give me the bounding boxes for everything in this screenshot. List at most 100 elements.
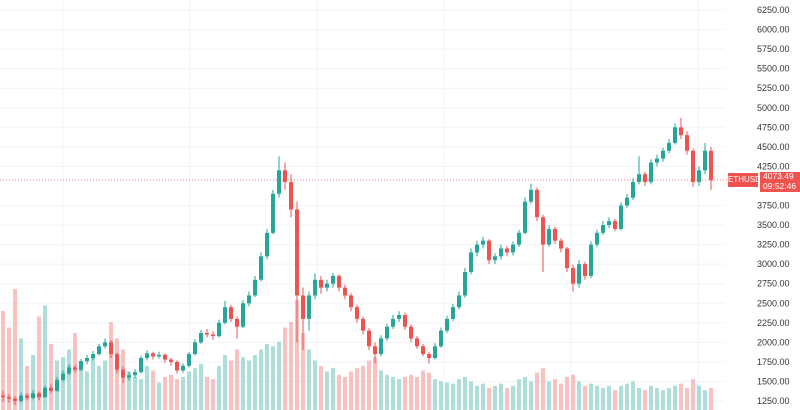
volume-bar: [331, 368, 335, 410]
volume-bar: [679, 383, 683, 410]
candle: [361, 316, 365, 335]
candle-body: [559, 240, 563, 249]
candle: [403, 312, 407, 330]
volume-bar: [253, 355, 257, 410]
candle: [607, 217, 611, 229]
volume-bar: [295, 300, 299, 410]
volume-bar: [319, 366, 323, 410]
candle-body: [565, 248, 569, 269]
candle-body: [433, 346, 437, 358]
candle: [277, 156, 281, 198]
candle-body: [619, 205, 623, 229]
candle-body: [529, 189, 533, 202]
candle: [31, 390, 35, 400]
candle-body: [427, 354, 431, 358]
candle-body: [517, 232, 521, 245]
candle-body: [265, 232, 269, 257]
volume-bar: [673, 385, 677, 410]
candle: [445, 315, 449, 333]
candle-body: [667, 142, 671, 151]
candle: [37, 391, 41, 401]
candle-body: [613, 221, 617, 229]
volume-bar: [583, 385, 587, 410]
price-axis[interactable]: 6250.00 6000.00 5750.00 5500.00 5250.00 5000.…: [757, 5, 790, 406]
candles: [1, 117, 713, 405]
candle-body: [457, 295, 461, 308]
candle-body: [181, 365, 185, 371]
candle: [511, 241, 515, 256]
candle-body: [547, 228, 551, 245]
candle-body: [415, 338, 419, 347]
volume-bar: [205, 377, 209, 410]
candle-body: [283, 170, 287, 183]
candle-body: [187, 354, 191, 366]
volume-bar: [703, 390, 707, 410]
y-tick-label: 6250.00: [757, 5, 790, 15]
candle: [421, 343, 425, 357]
candle-body: [19, 395, 23, 401]
volume-bar: [463, 377, 467, 410]
candle-body: [409, 326, 413, 339]
candle-body: [253, 279, 257, 296]
y-tick-label: 5500.00: [757, 64, 790, 74]
candle-body: [271, 193, 275, 233]
volume-bar: [283, 327, 287, 410]
candle: [697, 166, 701, 186]
candle: [103, 338, 107, 349]
candle-body: [439, 330, 443, 347]
candle: [391, 314, 395, 330]
candle-body: [67, 367, 71, 374]
volume-bar: [601, 388, 605, 410]
volume-bar: [709, 388, 713, 410]
candle: [649, 159, 653, 185]
volume-bar: [151, 370, 155, 410]
candle: [175, 360, 179, 374]
candle: [85, 354, 89, 365]
volume-bar: [535, 372, 539, 410]
candle: [547, 225, 551, 247]
candle-body: [139, 357, 143, 373]
volume-bar: [61, 357, 65, 410]
candle: [415, 336, 419, 349]
volume-bar: [559, 383, 563, 410]
volume-bar: [181, 377, 185, 410]
volume-bar: [373, 357, 377, 410]
candle: [523, 197, 527, 235]
volume-bar: [427, 372, 431, 410]
candle: [253, 275, 257, 297]
candle-body: [313, 279, 317, 296]
volume-bar: [547, 381, 551, 410]
volume-bar: [79, 363, 83, 410]
volume-bar: [247, 360, 251, 410]
volume-bar: [229, 360, 233, 410]
candle: [703, 142, 707, 175]
volume-bar: [103, 360, 107, 410]
candle: [271, 189, 275, 235]
candle: [67, 364, 71, 376]
candle-body: [499, 248, 503, 257]
candle-body: [679, 127, 683, 136]
candle: [331, 272, 335, 288]
candle-body: [211, 334, 215, 337]
candle: [451, 304, 455, 322]
candle-body: [337, 275, 341, 288]
volume-bar: [529, 381, 533, 410]
candle: [505, 246, 509, 257]
volume-bar: [169, 374, 173, 410]
volume-bar: [505, 388, 509, 410]
y-tick-label: 3250.00: [757, 240, 790, 250]
symbol-label: ETHUSD: [728, 173, 761, 187]
candle-body: [49, 387, 53, 391]
candle: [307, 291, 311, 331]
candle-body: [493, 256, 497, 261]
volume-bar: [361, 366, 365, 410]
candle: [97, 343, 101, 356]
candle: [325, 279, 329, 292]
candle-body: [331, 275, 335, 284]
candle-body: [133, 372, 137, 376]
candle-body: [391, 318, 395, 327]
candle-body: [343, 287, 347, 296]
volume-bar: [289, 322, 293, 410]
